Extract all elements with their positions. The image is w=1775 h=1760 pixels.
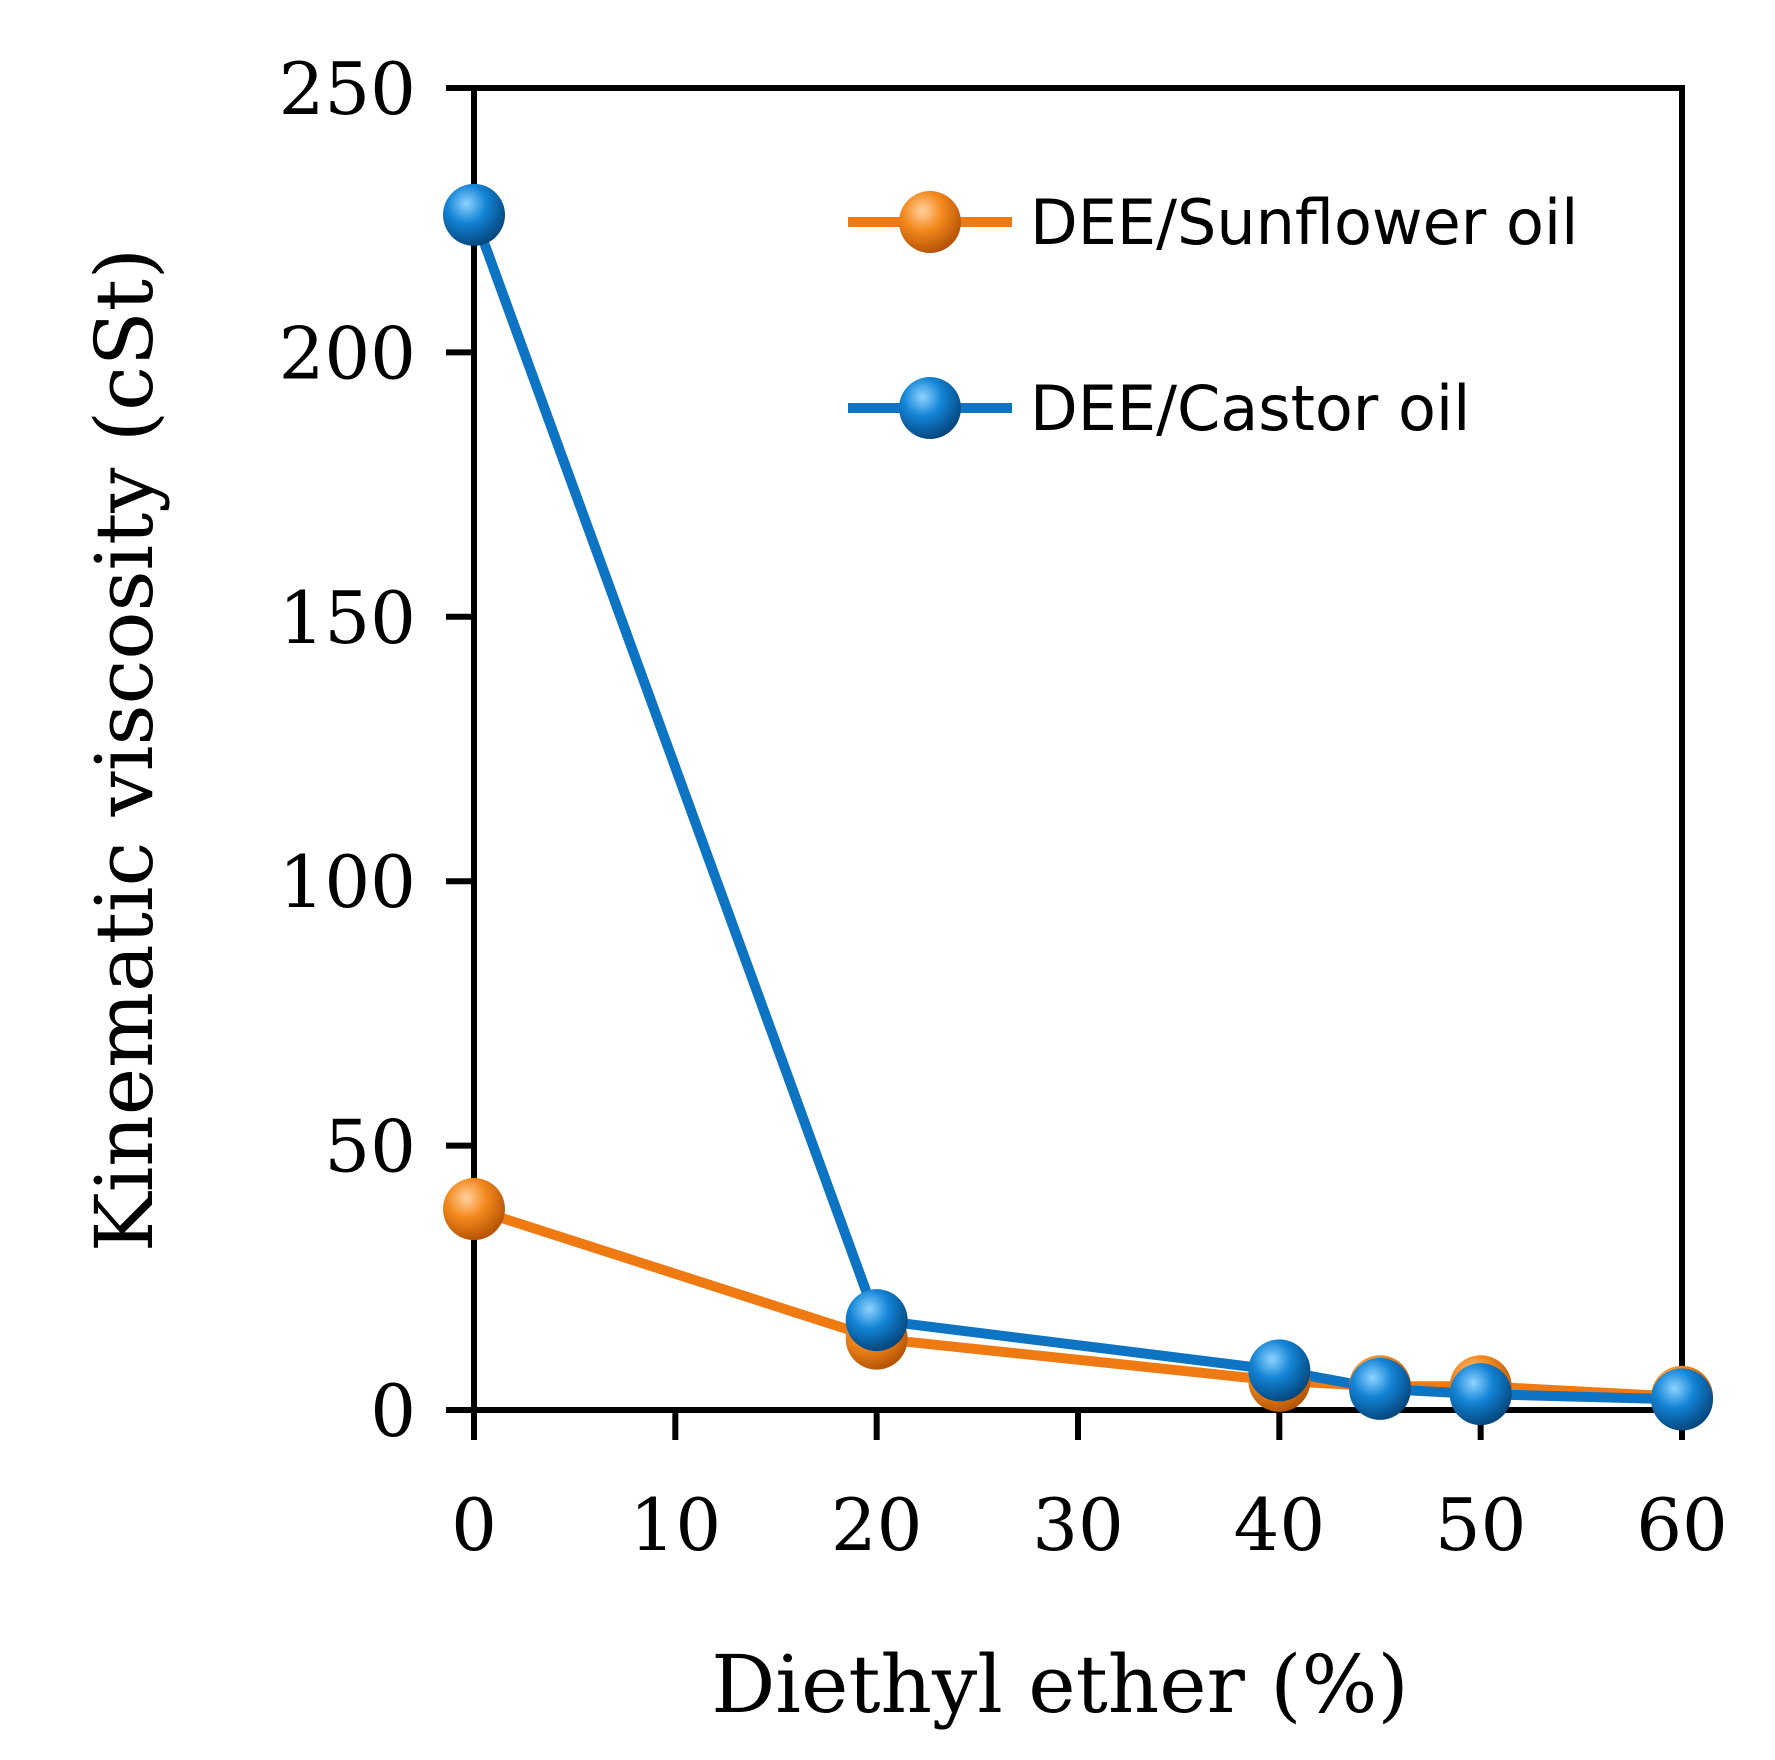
x-axis-label: Diethyl ether (%) <box>711 1638 1408 1731</box>
y-tick-label: 150 <box>279 576 416 660</box>
y-tick-label: 250 <box>279 47 416 131</box>
x-axis: 0 10 20 30 40 50 60 <box>451 1410 1728 1567</box>
y-axis-label: Kinematic viscosity (cSt) <box>78 248 171 1252</box>
legend-entry-sunflower: DEE/Sunflower oil <box>848 186 1578 259</box>
legend-entry-castor: DEE/Castor oil <box>848 372 1470 445</box>
legend-marker-sunflower <box>899 191 961 253</box>
plot-frame <box>471 85 1685 1413</box>
y-axis: 0 50 100 150 200 250 <box>279 47 474 1453</box>
data-point-series-1 <box>443 183 505 246</box>
x-tick-label: 50 <box>1435 1483 1527 1567</box>
x-tick-label: 20 <box>831 1483 923 1567</box>
data-point-series-1 <box>845 1289 908 1352</box>
legend-label-sunflower: DEE/Sunflower oil <box>1030 186 1578 259</box>
y-tick-label: 200 <box>279 311 416 395</box>
legend-label-castor: DEE/Castor oil <box>1030 372 1470 445</box>
data-point-series-0 <box>443 1178 505 1241</box>
data-point-series-1 <box>1651 1368 1713 1431</box>
data-point-series-1 <box>1449 1363 1512 1426</box>
y-tick-label: 50 <box>324 1105 416 1189</box>
x-tick-label: 30 <box>1032 1483 1124 1567</box>
x-tick-label: 40 <box>1234 1483 1326 1567</box>
legend: DEE/Sunflower oil DEE/Castor oil <box>848 186 1578 445</box>
x-tick-label: 10 <box>630 1483 722 1567</box>
series-lines <box>469 209 1687 1405</box>
data-point-series-1 <box>1349 1357 1411 1420</box>
data-point-series-1 <box>1248 1339 1311 1402</box>
y-tick-label: 0 <box>370 1369 416 1453</box>
series-points <box>443 183 1713 1431</box>
series-line-1 <box>469 209 1687 1405</box>
x-tick-label: 60 <box>1636 1483 1728 1567</box>
legend-marker-castor <box>899 377 961 439</box>
x-tick-label: 0 <box>451 1483 497 1567</box>
y-tick-label: 100 <box>279 840 416 924</box>
